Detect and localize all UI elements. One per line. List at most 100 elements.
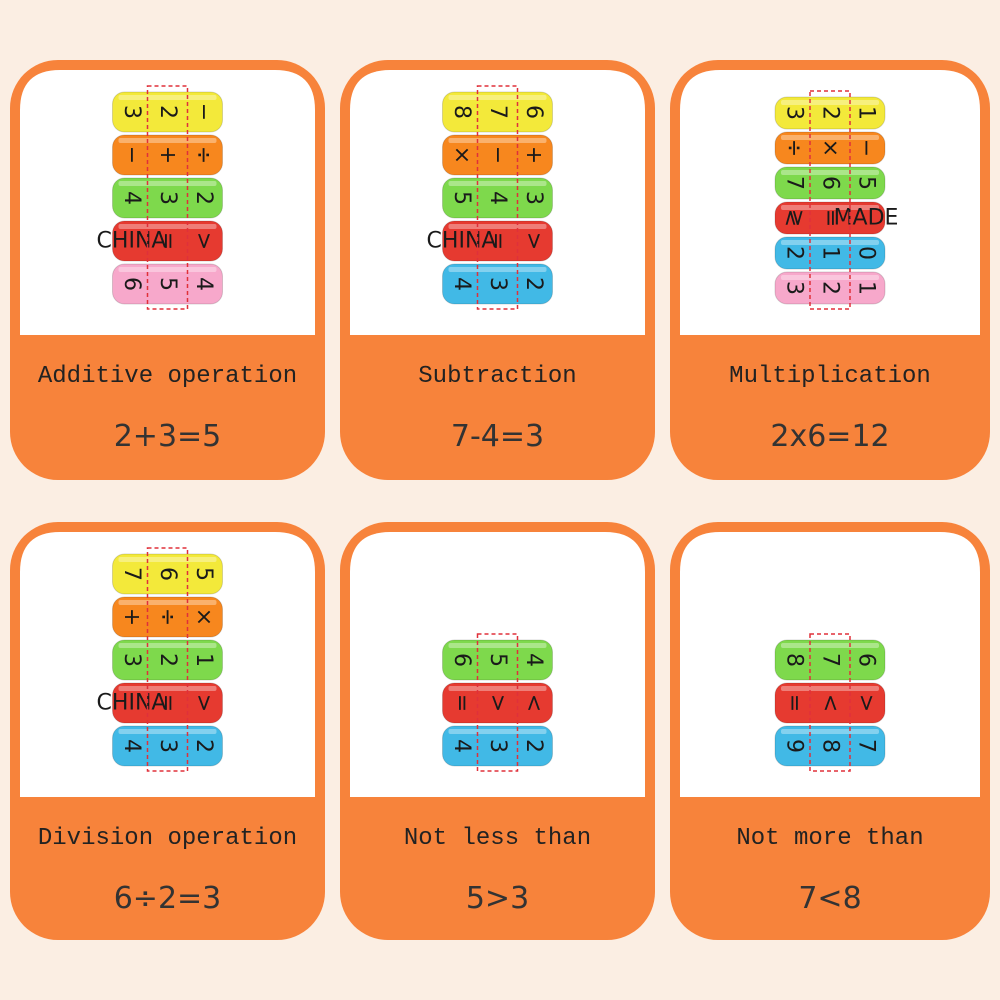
- ring-body: [112, 263, 223, 305]
- ring-symbol: 6: [119, 277, 144, 291]
- ring: × − +: [442, 134, 553, 176]
- ring-highlight: [781, 135, 879, 140]
- card-label: Not less than: [404, 825, 591, 852]
- card-label: Subtraction: [418, 363, 576, 390]
- ring-symbol: 4: [119, 191, 144, 205]
- ring-body: [442, 177, 553, 219]
- ring-symbol: −: [119, 146, 144, 164]
- ring-body: [442, 220, 553, 262]
- ring-symbol: ≷: [782, 209, 807, 227]
- ring: − + ÷: [112, 134, 223, 176]
- ring-symbol: 2: [155, 653, 180, 667]
- ring-symbol: =: [155, 694, 180, 712]
- ring-body: [774, 131, 886, 165]
- ring-highlight: [448, 729, 547, 734]
- ring-symbol: 6: [449, 653, 474, 667]
- ring-symbol: 2: [782, 246, 807, 260]
- ring-body: [112, 596, 223, 638]
- ring-highlight: [781, 643, 879, 648]
- ring-symbol: 3: [155, 739, 180, 753]
- ring-body: [442, 91, 553, 133]
- ring-symbol: =: [155, 232, 180, 250]
- ring: 3 2−: [112, 91, 223, 133]
- ring-highlight: [781, 686, 879, 691]
- ring-symbol: 2: [521, 277, 546, 291]
- card-label: Multiplication: [729, 363, 931, 390]
- ring-symbol: 7: [818, 653, 843, 667]
- ring-symbol: 5: [449, 191, 474, 205]
- ring-highlight: [118, 224, 217, 229]
- highlight-frame: [809, 90, 851, 310]
- highlight-frame: [146, 85, 189, 310]
- ring-symbol: >: [191, 694, 216, 712]
- ring-symbol: 9: [782, 739, 807, 753]
- ring-symbol: CHINA: [97, 229, 167, 254]
- ring-symbol: MADE: [834, 206, 899, 231]
- ring-symbol: 5: [155, 277, 180, 291]
- ring-symbol: =: [485, 232, 510, 250]
- ring-highlight: [118, 600, 217, 605]
- ring-symbol: 7: [782, 176, 807, 190]
- ring-symbol: 0: [854, 246, 879, 260]
- ring-symbol: <: [818, 694, 843, 712]
- ring-highlight: [118, 181, 217, 186]
- ring-symbol: 7: [854, 739, 879, 753]
- highlight-frame: [146, 547, 189, 772]
- ring-symbol: 4: [191, 277, 216, 291]
- ring-body: [112, 177, 223, 219]
- ring-symbol: 4: [485, 191, 510, 205]
- ring-symbol: 6: [521, 105, 546, 119]
- ring-symbol: 3: [485, 277, 510, 291]
- ring-highlight: [448, 267, 547, 272]
- ring-symbol: 2: [818, 106, 843, 120]
- ring-highlight: [448, 138, 547, 143]
- ring-body: [112, 91, 223, 133]
- highlight-frame: [476, 85, 519, 310]
- ring-highlight: [448, 95, 547, 100]
- ring-symbol: 3: [119, 653, 144, 667]
- card-label: Additive operation: [38, 363, 297, 390]
- ring-symbol: 3: [119, 105, 144, 119]
- ring-symbol: 3: [485, 739, 510, 753]
- ring: CHINA= >: [427, 220, 553, 262]
- ring: = > <: [442, 682, 553, 724]
- ring-body: [112, 682, 223, 724]
- ring-symbol: =: [782, 694, 807, 712]
- ring-symbol: +: [521, 146, 546, 164]
- ring-body: [774, 96, 886, 130]
- ring-symbol: 4: [449, 277, 474, 291]
- ring-highlight: [118, 138, 217, 143]
- ring-symbol: 7: [485, 105, 510, 119]
- highlight-frame: [476, 633, 519, 772]
- ring-symbol: 2: [521, 739, 546, 753]
- ring-symbol: CHINA: [97, 691, 167, 716]
- ring-body: [112, 134, 223, 176]
- ring-symbol: 5: [485, 653, 510, 667]
- ring-symbol: >: [854, 694, 879, 712]
- ring-symbol: +: [119, 608, 144, 626]
- ring-highlight: [781, 205, 879, 210]
- ring-highlight: [448, 643, 547, 648]
- ring-highlight: [118, 729, 217, 734]
- ring-symbol: 4: [521, 653, 546, 667]
- ring-symbol: 4: [449, 739, 474, 753]
- ring-highlight: [781, 100, 879, 105]
- ring-symbol: 2: [155, 105, 180, 119]
- ring-body: [774, 201, 886, 235]
- ring-symbol: 1: [818, 246, 843, 260]
- highlight-frame: [809, 633, 851, 772]
- ring-highlight: [448, 686, 547, 691]
- ring-body: [112, 220, 223, 262]
- ring-symbol: 3: [521, 191, 546, 205]
